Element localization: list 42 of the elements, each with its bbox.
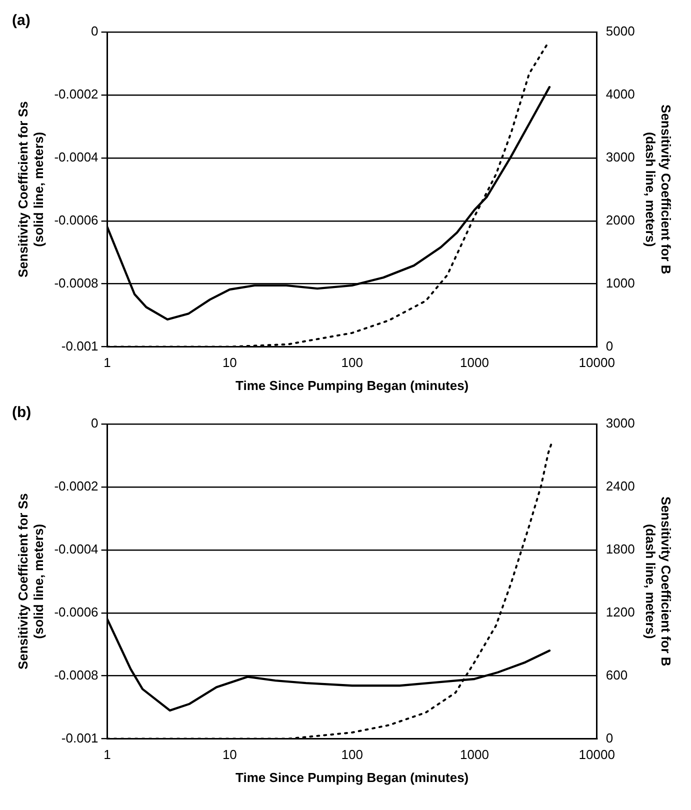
y-tick-label: -0.0008 [54,667,98,682]
y2-axis-title: Sensitivity Coefficient for B (dash line, meters) [643,496,674,666]
y-tick-label: -0.001 [61,730,98,746]
y2-tick-label: 0 [606,338,614,354]
chart-title: (a) [12,12,30,30]
y-axis-title: Sensitivity Coefficient for Ss (solid line, meters) [15,101,46,278]
x-axis-title: Time Since Pumping Began (minutes) [236,378,469,393]
y-axis-title: Sensitivity Coefficient for Ss (solid line, meters) [15,493,46,670]
y-tick-label: -0.001 [61,338,98,354]
y2-tick-label: 600 [606,667,628,682]
y-tick-label: -0.0004 [54,150,98,164]
x-tick-label: 10 [222,355,237,370]
y-tick-label: -0.0002 [54,86,98,102]
y2-tick-label: 0 [606,730,614,746]
x-tick-label: 10 [222,747,237,762]
y2-tick-label: 3000 [606,150,635,164]
x-tick-label: 1000 [460,747,489,762]
y-tick-label: -0.0006 [54,212,98,228]
x-tick-label: 100 [341,355,363,370]
y2-tick-label: 1000 [606,275,635,290]
y2-tick-label: 2000 [606,212,635,228]
x-tick-label: 10000 [578,355,615,370]
y2-tick-label: 2400 [606,478,635,494]
y-tick-label: -0.0002 [54,478,98,494]
x-tick-label: 1000 [460,355,489,370]
y-tick-label: -0.0004 [54,542,98,556]
x-axis-title: Time Since Pumping Began (minutes) [236,770,469,785]
x-tick-label: 1 [104,747,111,762]
y-tick-label: 0 [91,416,98,431]
y-tick-label: -0.0006 [54,604,98,620]
y-tick-label: 0 [91,24,98,39]
y2-axis-title: Sensitivity Coefficient for B (dash line, meters) [643,104,674,274]
y2-tick-label: 3000 [606,416,635,431]
y-tick-label: -0.0008 [54,275,98,290]
y2-tick-label: 5000 [606,24,635,39]
x-tick-label: 100 [341,747,363,762]
y2-tick-label: 1200 [606,604,635,620]
y2-tick-label: 4000 [606,86,635,102]
x-tick-label: 1 [104,355,111,370]
y2-tick-label: 1800 [606,542,635,556]
x-tick-label: 10000 [578,747,615,762]
chart-title: (b) [12,404,32,422]
